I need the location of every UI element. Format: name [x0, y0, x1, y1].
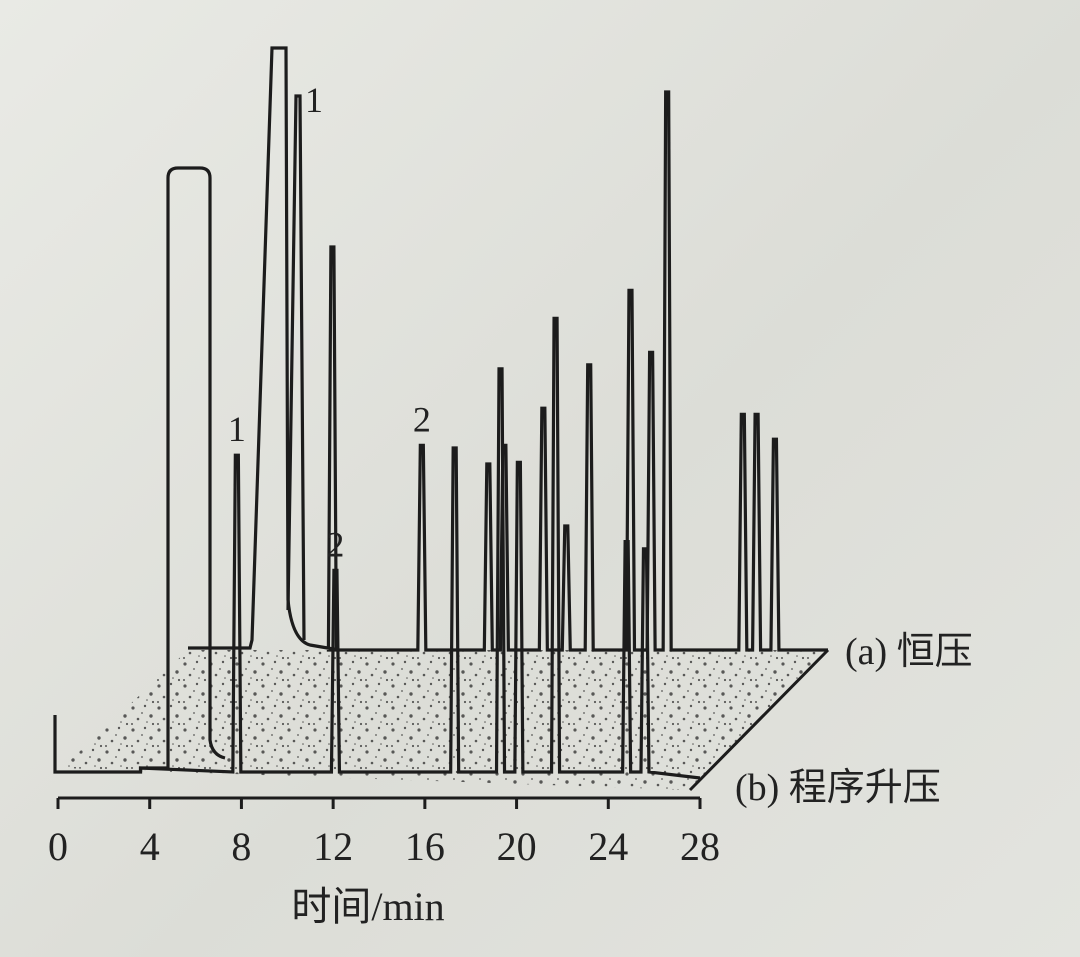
x-tick-label: 28	[680, 824, 720, 869]
trace-programmed-pressure	[53, 316, 701, 780]
series-label-constant-pressure: (a) 恒压	[845, 631, 973, 673]
x-tick-label: 24	[588, 824, 628, 869]
peak-label: 1	[305, 80, 323, 120]
floor-plane-edge	[688, 648, 830, 792]
x-tick-label: 16	[405, 824, 445, 869]
trace-constant-pressure	[188, 46, 828, 652]
floor-plane	[62, 650, 828, 790]
x-tick-label: 20	[497, 824, 537, 869]
peak-1-constant-pressure	[286, 94, 306, 641]
x-axis-ticks: 0 4 8 12 16 20 24 28	[48, 798, 720, 869]
peak-label: 2	[326, 524, 344, 564]
x-tick-label: 4	[140, 824, 160, 869]
x-axis-title: 时间/min	[291, 884, 444, 929]
x-tick-label: 0	[48, 824, 68, 869]
peak-labels-constant-pressure: 12	[305, 80, 431, 439]
solvent-plateau-programmed-pressure	[138, 166, 226, 772]
series-label-programmed-pressure: (b) 程序升压	[735, 767, 941, 809]
x-tick-label: 8	[231, 824, 251, 869]
x-tick-label: 12	[313, 824, 353, 869]
peak-labels-programmed-pressure: 12	[228, 409, 345, 564]
peak-label: 2	[413, 399, 431, 439]
peak-label: 1	[228, 409, 246, 449]
